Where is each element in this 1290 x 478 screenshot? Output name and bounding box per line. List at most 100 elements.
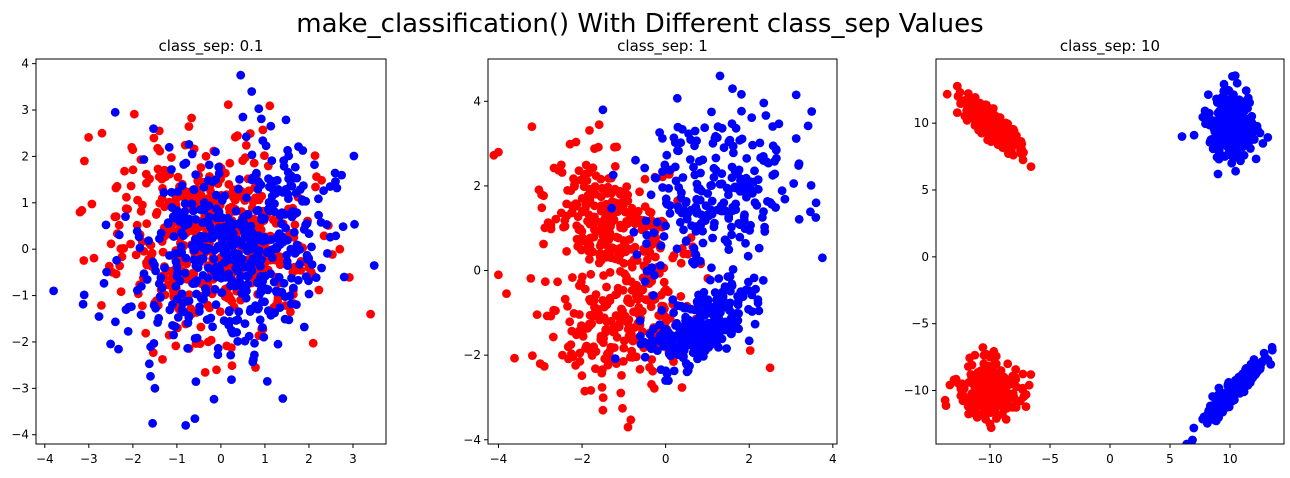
scatter-point [191, 215, 201, 224]
scatter-point [1246, 144, 1255, 153]
scatter-point [281, 223, 290, 233]
scatter-point [122, 192, 131, 202]
axes-frame [35, 58, 387, 445]
scatter-point [560, 294, 570, 304]
subplot-title: class_sep: 10 [1060, 37, 1160, 56]
scatter-point [995, 392, 1004, 402]
scatter-point [294, 142, 303, 152]
scatter-point [1247, 118, 1257, 127]
y-tick-label: −2 [11, 335, 29, 349]
scatter-point [159, 188, 169, 197]
scatter-point [175, 248, 185, 257]
scatter-point [580, 284, 590, 294]
scatter-point [687, 331, 697, 341]
scatter-point [956, 391, 966, 401]
series-class-0 [940, 81, 1036, 433]
scatter-point [986, 137, 996, 147]
scatter-point [635, 187, 644, 197]
scatter-point [206, 335, 216, 345]
scatter-point [565, 317, 575, 327]
scatter-point [120, 166, 129, 176]
scatter-point [212, 272, 221, 282]
scatter-point [685, 322, 694, 332]
scatter-point [676, 138, 686, 148]
scatter-point [985, 419, 995, 429]
scatter-point [571, 199, 581, 209]
scatter-point [967, 401, 977, 410]
scatter-point [655, 128, 664, 137]
scatter-point [748, 140, 757, 150]
scatter-point [621, 276, 631, 286]
scatter-point [1221, 103, 1231, 113]
scatter-point [310, 160, 319, 170]
scatter-point [192, 333, 202, 343]
scatter-point [244, 186, 254, 196]
scatter-point [190, 279, 200, 288]
scatter-point [581, 169, 590, 179]
scatter-point [220, 272, 230, 282]
scatter-point [256, 114, 266, 124]
scatter-point [635, 316, 645, 325]
scatter-point [203, 176, 213, 185]
scatter-point [137, 281, 146, 291]
scatter-point [262, 248, 272, 257]
scatter-point [758, 213, 767, 222]
scatter-point [1189, 423, 1199, 433]
scatter-point [314, 210, 323, 220]
scatter-point [598, 337, 608, 347]
scatter-point [304, 229, 314, 239]
scatter-point [967, 106, 977, 116]
scatter-point [719, 143, 729, 153]
scatter-point [679, 225, 688, 235]
x-tick-label: −4 [490, 452, 508, 466]
scatter-point [949, 375, 959, 385]
scatter-point [608, 327, 618, 337]
scatter-point [279, 278, 289, 288]
scatter-point [184, 214, 194, 224]
scatter-point [286, 299, 296, 309]
scatter-point [999, 399, 1009, 409]
scatter-point [1205, 120, 1214, 130]
scatter-point [314, 285, 324, 295]
scatter-point [169, 330, 179, 340]
scatter-point [79, 290, 89, 300]
scatter-point [247, 150, 257, 160]
scatter-point [308, 338, 318, 348]
scatter-point [610, 354, 620, 363]
scatter-point [774, 119, 784, 129]
scatter-point [217, 239, 227, 248]
scatter-point [217, 288, 227, 298]
scatter-point [624, 298, 634, 307]
scatter-point [729, 148, 738, 158]
scatter-point [617, 304, 626, 314]
scatter-point [221, 229, 231, 239]
scatter-point [589, 296, 599, 306]
scatter-point [196, 163, 206, 172]
scatter-point [619, 336, 629, 346]
scatter-point [983, 386, 993, 396]
scatter-point [258, 276, 268, 286]
scatter-point [727, 173, 737, 183]
scatter-point [277, 287, 287, 297]
scatter-point [665, 209, 675, 218]
y-tick-label: 2 [21, 149, 29, 163]
scatter-point [626, 352, 635, 362]
scatter-point [211, 147, 220, 157]
scatter-point [742, 179, 751, 189]
scatter-point [737, 134, 747, 144]
scatter-point [709, 222, 719, 232]
scatter-point [314, 194, 323, 204]
scatter-point [290, 162, 300, 172]
scatter-point [238, 156, 248, 166]
scatter-point [707, 181, 716, 190]
scatter-point [247, 244, 257, 254]
scatter-point [780, 194, 790, 204]
scatter-point [979, 402, 988, 411]
scatter-point [310, 151, 320, 161]
scatter-point [271, 188, 281, 198]
scatter-point [585, 321, 595, 330]
series-class-1 [1177, 71, 1277, 444]
scatter-point [753, 175, 763, 185]
scatter-point [658, 167, 667, 177]
scatter-point [102, 267, 111, 277]
